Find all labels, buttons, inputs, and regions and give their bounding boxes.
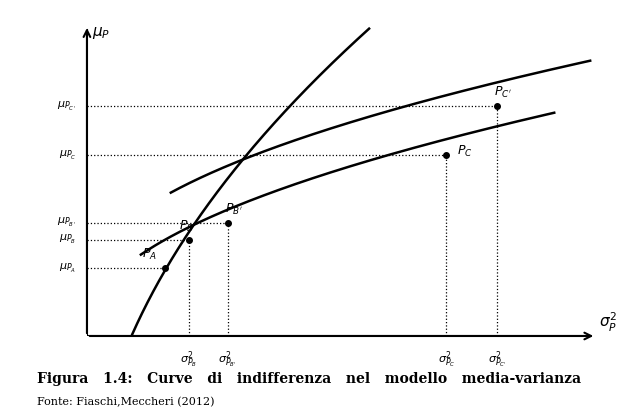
Text: $P_C$: $P_C$ xyxy=(457,144,473,160)
Text: $\sigma^2_{P_C}$: $\sigma^2_{P_C}$ xyxy=(438,349,455,370)
Text: $\mu_{P_C}$: $\mu_{P_C}$ xyxy=(58,149,76,162)
Text: $P_B$: $P_B$ xyxy=(179,218,194,234)
Text: $\mu_{P_B}$: $\mu_{P_B}$ xyxy=(59,233,76,246)
Text: $\mu_{P_{B^{\prime}}}$: $\mu_{P_{B^{\prime}}}$ xyxy=(57,216,76,229)
Text: $P_{B^{\prime}}$: $P_{B^{\prime}}$ xyxy=(225,202,243,217)
Text: $P_A$: $P_A$ xyxy=(142,247,157,262)
Text: $\mu_{P_A}$: $\mu_{P_A}$ xyxy=(59,262,76,275)
Text: $\sigma^2_{P_{B^{\prime}}}$: $\sigma^2_{P_{B^{\prime}}}$ xyxy=(219,349,237,370)
Text: $\sigma^2_{P_B}$: $\sigma^2_{P_B}$ xyxy=(180,349,197,370)
Text: $\mu_P$: $\mu_P$ xyxy=(92,25,110,41)
Text: Fonte: Fiaschi,Meccheri (2012): Fonte: Fiaschi,Meccheri (2012) xyxy=(37,397,215,407)
Text: Figura   1.4:   Curve   di   indifferenza   nel   modello   media-varianza: Figura 1.4: Curve di indifferenza nel mo… xyxy=(37,372,581,386)
Text: $\mu_{P_{C^{\prime}}}$: $\mu_{P_{C^{\prime}}}$ xyxy=(57,100,76,113)
Text: $\sigma^2_{P_{C^{\prime}}}$: $\sigma^2_{P_{C^{\prime}}}$ xyxy=(488,349,507,370)
Text: $P_{C^{\prime}}$: $P_{C^{\prime}}$ xyxy=(494,85,512,100)
Text: $\sigma^2_P$: $\sigma^2_P$ xyxy=(599,311,617,334)
